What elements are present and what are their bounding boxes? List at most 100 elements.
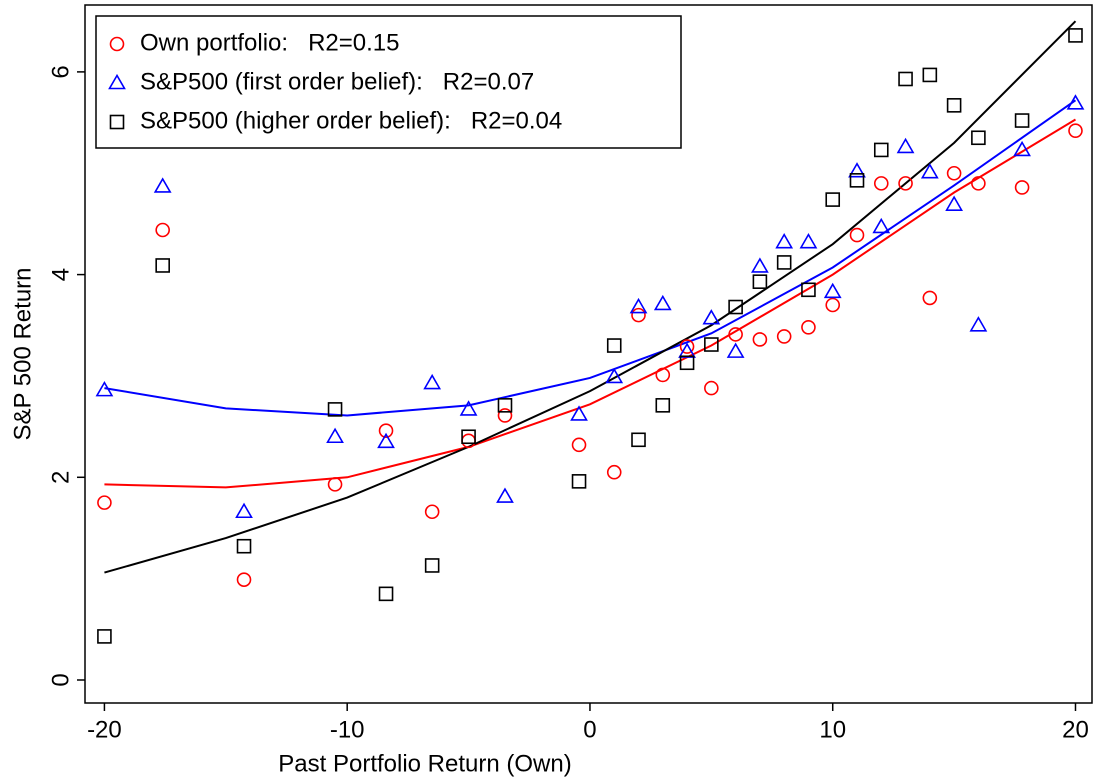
point bbox=[801, 282, 816, 298]
point bbox=[653, 294, 672, 311]
x-axis-title: Past Portfolio Return (Own) bbox=[278, 750, 571, 777]
point bbox=[459, 400, 478, 416]
point bbox=[424, 504, 440, 520]
point bbox=[97, 495, 112, 510]
point bbox=[848, 162, 866, 178]
point bbox=[702, 309, 721, 325]
point bbox=[153, 177, 172, 193]
point bbox=[97, 629, 112, 644]
point bbox=[326, 427, 344, 444]
x-tick-label: -10 bbox=[330, 716, 365, 743]
point bbox=[236, 538, 252, 554]
point bbox=[679, 339, 695, 354]
point bbox=[378, 586, 394, 602]
point bbox=[971, 176, 986, 191]
point bbox=[461, 433, 476, 449]
point bbox=[327, 477, 343, 492]
point bbox=[704, 337, 719, 352]
fit-line bbox=[104, 99, 1077, 417]
point bbox=[236, 572, 252, 587]
point bbox=[155, 258, 170, 273]
point bbox=[1066, 94, 1085, 110]
fit-line bbox=[104, 118, 1077, 489]
point bbox=[896, 137, 915, 154]
point bbox=[605, 367, 624, 384]
x-tick-label: 20 bbox=[1062, 716, 1089, 743]
point bbox=[946, 98, 962, 113]
point bbox=[776, 329, 792, 344]
point bbox=[327, 402, 343, 417]
point bbox=[1014, 113, 1030, 128]
y-axis-title: S&P 500 Return bbox=[9, 267, 36, 440]
point bbox=[920, 163, 939, 179]
point bbox=[825, 192, 841, 207]
point bbox=[728, 299, 743, 315]
legend-box bbox=[95, 15, 682, 149]
point bbox=[752, 332, 768, 347]
point bbox=[655, 367, 671, 383]
point bbox=[378, 423, 394, 438]
point bbox=[423, 373, 442, 390]
y-tick-label: 4 bbox=[47, 268, 74, 281]
point bbox=[571, 437, 587, 453]
plot-frame bbox=[84, 4, 1093, 704]
point bbox=[751, 257, 769, 273]
point bbox=[95, 381, 114, 397]
point bbox=[496, 487, 514, 503]
point bbox=[823, 282, 842, 299]
legend-marker bbox=[109, 114, 125, 130]
point bbox=[799, 233, 818, 249]
point bbox=[377, 432, 395, 449]
point bbox=[631, 432, 646, 448]
point bbox=[571, 474, 587, 489]
x-tick-label: -20 bbox=[87, 716, 122, 743]
point bbox=[873, 142, 889, 158]
point bbox=[1068, 123, 1083, 138]
point bbox=[679, 355, 695, 371]
point bbox=[570, 405, 588, 421]
x-tick-label: 0 bbox=[583, 716, 596, 743]
point bbox=[155, 222, 170, 238]
point bbox=[849, 227, 865, 243]
point bbox=[728, 327, 743, 342]
point bbox=[971, 130, 986, 146]
point bbox=[678, 342, 696, 358]
x-tick-label: 10 bbox=[819, 716, 846, 743]
point bbox=[752, 274, 768, 289]
point bbox=[825, 297, 841, 313]
point bbox=[945, 195, 963, 211]
point bbox=[497, 398, 513, 413]
y-tick-label: 6 bbox=[47, 65, 74, 78]
point bbox=[969, 316, 988, 332]
legend-label: S&P500 (first order belief): R2=0.07 bbox=[140, 68, 534, 95]
point bbox=[726, 342, 745, 358]
point bbox=[775, 233, 794, 249]
point bbox=[497, 408, 513, 423]
fit-line bbox=[104, 20, 1077, 574]
point bbox=[631, 307, 646, 323]
point bbox=[235, 502, 253, 519]
y-tick-label: 2 bbox=[47, 471, 74, 484]
point bbox=[424, 558, 440, 573]
point bbox=[849, 173, 865, 188]
point bbox=[606, 464, 622, 480]
point bbox=[873, 176, 889, 191]
point bbox=[1068, 28, 1083, 43]
y-tick-label: 0 bbox=[47, 673, 74, 686]
legend: Own portfolio: R2=0.15 S&P500 (first orde… bbox=[95, 15, 682, 149]
point bbox=[629, 297, 648, 314]
point bbox=[872, 217, 891, 234]
point bbox=[1013, 140, 1031, 157]
legend-marker bbox=[109, 36, 125, 52]
point bbox=[776, 255, 792, 270]
point bbox=[898, 176, 913, 191]
point bbox=[801, 319, 816, 335]
point bbox=[655, 398, 671, 413]
point bbox=[1014, 180, 1030, 195]
point bbox=[461, 429, 476, 445]
point bbox=[704, 380, 719, 396]
point bbox=[922, 290, 938, 306]
point bbox=[898, 71, 913, 87]
point bbox=[606, 338, 622, 353]
